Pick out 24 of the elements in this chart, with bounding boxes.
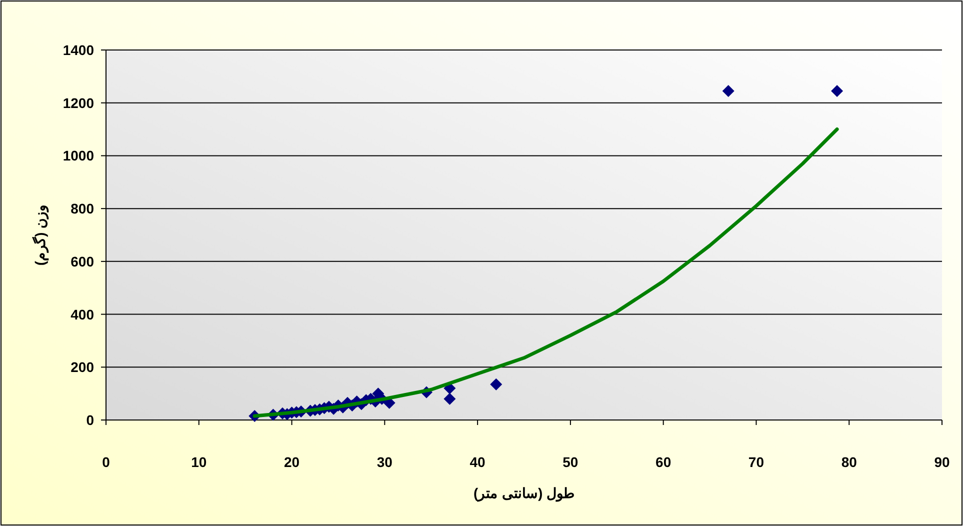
y-axis-title: وزن (گرم) xyxy=(32,204,49,266)
x-tick-label: 40 xyxy=(470,454,486,470)
y-tick-label: 1400 xyxy=(62,42,94,58)
x-tick-label: 20 xyxy=(284,454,300,470)
x-tick-label: 10 xyxy=(191,454,207,470)
point xyxy=(490,378,502,390)
x-tick-label: 50 xyxy=(562,454,578,470)
y-tick-label: 1200 xyxy=(62,94,94,111)
x-tick-label: 90 xyxy=(934,454,950,470)
x-tick-label: 80 xyxy=(841,454,858,470)
x-tick-label: 70 xyxy=(748,454,764,470)
x-tick-label: 0 xyxy=(102,454,110,470)
y-tick-label: 800 xyxy=(70,200,94,217)
y-tick-label: 1000 xyxy=(62,148,94,164)
x-axis-title: طول (سانتی متر) xyxy=(473,485,575,502)
x-tick-label: 60 xyxy=(656,454,672,470)
point xyxy=(831,84,844,97)
point xyxy=(722,84,734,97)
x-tick-label: 30 xyxy=(376,454,393,470)
y-tick-label: 400 xyxy=(70,306,94,322)
y-tick-label: 200 xyxy=(70,359,94,376)
y-tick-label: 600 xyxy=(70,253,94,270)
y-tick-label: 0 xyxy=(86,412,94,428)
point xyxy=(444,392,456,405)
